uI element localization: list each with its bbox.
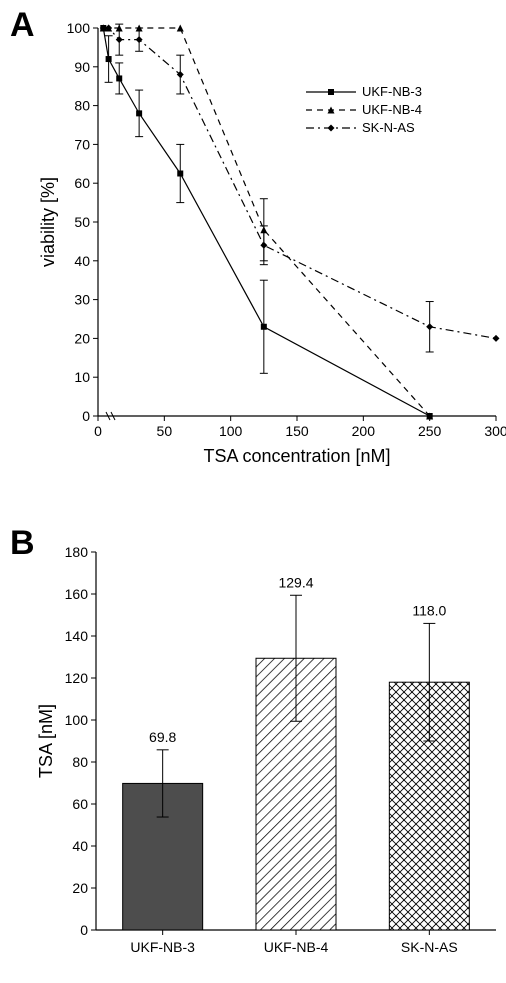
svg-text:40: 40: [74, 253, 90, 269]
svg-text:0: 0: [94, 423, 102, 439]
svg-text:40: 40: [72, 838, 88, 854]
svg-text:120: 120: [65, 670, 89, 686]
page-root: A 01020304050607080901000501001502002503…: [0, 0, 506, 983]
svg-text:80: 80: [72, 754, 88, 770]
bar-value-label: 118.0: [412, 602, 446, 618]
svg-text:100: 100: [219, 423, 243, 439]
svg-text:180: 180: [65, 544, 89, 560]
legend-item: UKF-NB-4: [362, 102, 422, 117]
svg-text:TSA [nM]: TSA [nM]: [36, 704, 56, 778]
panel-a-chart: 0 10 20 30 40 50 60 70 80 90 100 0 50 100 150 200 250 300…: [36, 20, 506, 480]
svg-text:70: 70: [74, 136, 90, 152]
svg-text:80: 80: [74, 98, 90, 114]
legend: UKF-NB-3 UKF-NB-4 SK-N-AS: [306, 84, 422, 135]
legend-item: SK-N-AS: [362, 120, 415, 135]
svg-text:300: 300: [484, 423, 506, 439]
series-line-SK-N-AS: [103, 28, 496, 338]
svg-text:160: 160: [65, 586, 89, 602]
svg-text:60: 60: [72, 796, 88, 812]
svg-text:200: 200: [352, 423, 376, 439]
svg-text:30: 30: [74, 292, 90, 308]
panel-a-label: A: [10, 6, 35, 45]
svg-text:50: 50: [157, 423, 173, 439]
bar-category-label: SK-N-AS: [401, 939, 458, 955]
bar-value-label: 69.8: [149, 729, 176, 745]
svg-text:TSA concentration [nM]: TSA concentration [nM]: [203, 446, 390, 466]
svg-text:60: 60: [74, 175, 90, 191]
bar-category-label: UKF-NB-3: [130, 939, 195, 955]
svg-text:viability [%]: viability [%]: [38, 177, 58, 267]
svg-text:10: 10: [74, 369, 90, 385]
svg-text:100: 100: [67, 20, 91, 36]
svg-text:50: 50: [74, 214, 90, 230]
bar-value-label: 129.4: [278, 574, 313, 590]
svg-text:100: 100: [65, 712, 89, 728]
svg-text:20: 20: [74, 330, 90, 346]
svg-text:150: 150: [285, 423, 309, 439]
svg-text:0: 0: [80, 922, 88, 938]
svg-text:250: 250: [418, 423, 442, 439]
svg-text:140: 140: [65, 628, 89, 644]
bar-category-label: UKF-NB-4: [264, 939, 329, 955]
panel-b-chart: 0 20 40 60 80 100 120 140 160 180 TSA [nM] 69.8 UKF-…: [36, 540, 506, 980]
legend-item: UKF-NB-3: [362, 84, 422, 99]
svg-text:20: 20: [72, 880, 88, 896]
svg-text:0: 0: [82, 408, 90, 424]
svg-text:90: 90: [74, 59, 90, 75]
panel-b-label: B: [10, 524, 35, 563]
